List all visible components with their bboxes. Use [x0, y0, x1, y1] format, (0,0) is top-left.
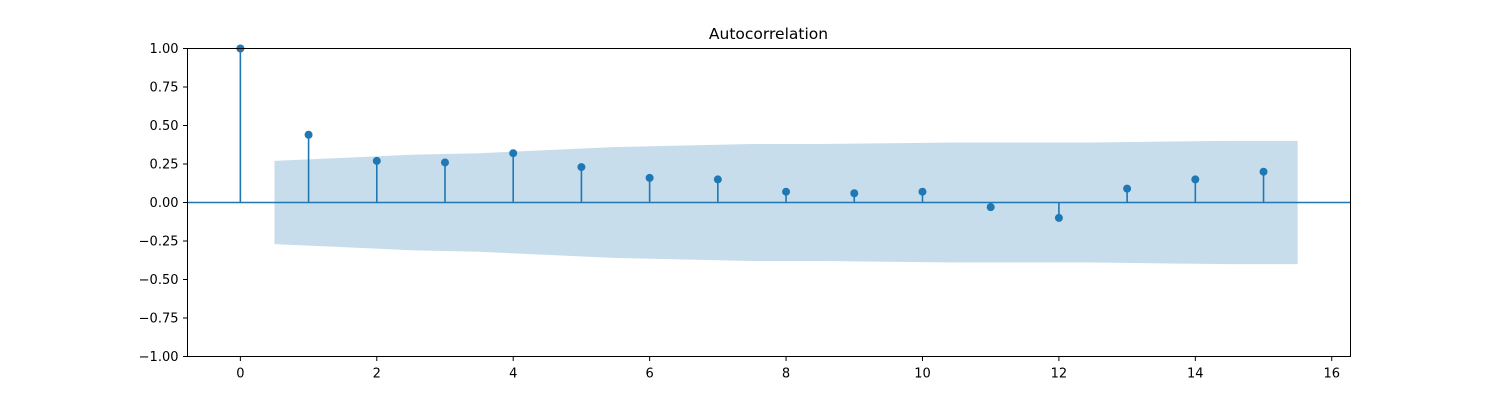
x-tick-label: 14	[1187, 367, 1204, 382]
y-tick-label: 0.75	[150, 81, 179, 96]
x-tick-label: 10	[914, 367, 931, 382]
y-tick-label: 1.00	[150, 42, 179, 57]
y-tick-label: 0.25	[150, 158, 179, 173]
x-tick-label: 2	[373, 367, 381, 382]
marker-lag-14	[1191, 175, 1200, 184]
marker-lag-10	[918, 187, 927, 196]
marker-lag-1	[304, 130, 313, 139]
marker-lag-8	[782, 187, 791, 196]
marker-lag-7	[713, 175, 722, 184]
marker-lag-5	[577, 163, 586, 172]
x-axis-ticks: 0 2 4 6 8 10 12 14 16	[236, 356, 1340, 382]
chart-title: Autocorrelation	[709, 25, 828, 43]
x-tick-label: 6	[645, 367, 653, 382]
marker-lag-4	[509, 149, 518, 158]
marker-lag-3	[440, 158, 449, 167]
x-tick-label: 0	[236, 367, 244, 382]
marker-lag-12	[1054, 213, 1063, 222]
marker-lag-11	[986, 203, 995, 212]
y-tick-label: −1.00	[139, 350, 179, 365]
x-tick-label: 8	[782, 367, 790, 382]
x-tick-label: 16	[1323, 367, 1340, 382]
y-tick-label: −0.50	[139, 273, 179, 288]
x-tick-label: 4	[509, 367, 517, 382]
marker-lag-2	[372, 156, 381, 165]
y-axis-ticks: 1.00 0.75 0.50 0.25 0.00 −0.25 −0.50 −0.75 −1.00	[139, 42, 188, 365]
marker-lag-6	[645, 173, 654, 182]
marker-lag-15	[1259, 167, 1268, 176]
y-tick-label: 0.00	[150, 196, 179, 211]
marker-lag-13	[1123, 184, 1132, 193]
x-tick-label: 12	[1051, 367, 1068, 382]
marker-lag-9	[850, 189, 859, 198]
y-tick-label: −0.75	[139, 312, 179, 327]
markers-layer	[236, 44, 1268, 222]
y-tick-label: −0.25	[139, 235, 179, 250]
y-tick-label: 0.50	[150, 119, 179, 134]
